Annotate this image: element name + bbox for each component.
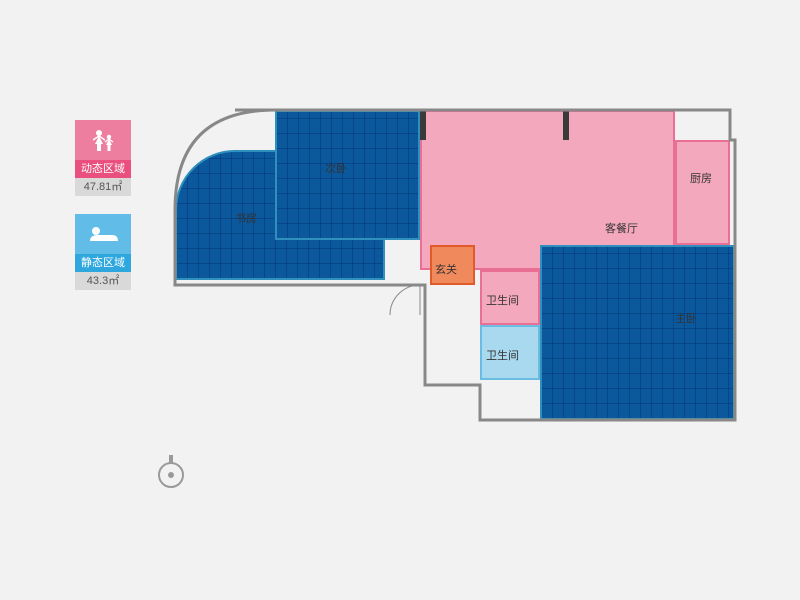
- room-entrance: [430, 245, 475, 285]
- room-bath1: [480, 270, 540, 325]
- legend: 动态区域 47.81㎡ 静态区域 43.3㎡: [75, 120, 131, 308]
- legend-static-label: 静态区域: [75, 254, 131, 272]
- people-icon: [75, 120, 131, 160]
- room-kitchen: [675, 140, 730, 245]
- room-master: [540, 245, 735, 420]
- sleep-icon: [75, 214, 131, 254]
- legend-static: 静态区域 43.3㎡: [75, 214, 131, 290]
- floorplan: 书房次卧客餐厅厨房玄关卫生间卫生间主卧: [175, 110, 735, 430]
- legend-dynamic-label: 动态区域: [75, 160, 131, 178]
- legend-dynamic: 动态区域 47.81㎡: [75, 120, 131, 196]
- legend-dynamic-value: 47.81㎡: [75, 178, 131, 196]
- room-bath2: [480, 325, 540, 380]
- legend-static-value: 43.3㎡: [75, 272, 131, 290]
- door-arc: [388, 283, 422, 317]
- wall-stub-1: [563, 110, 569, 140]
- compass-icon: [155, 455, 187, 496]
- wall-stub-0: [420, 110, 426, 140]
- room-bedroom2: [275, 110, 420, 240]
